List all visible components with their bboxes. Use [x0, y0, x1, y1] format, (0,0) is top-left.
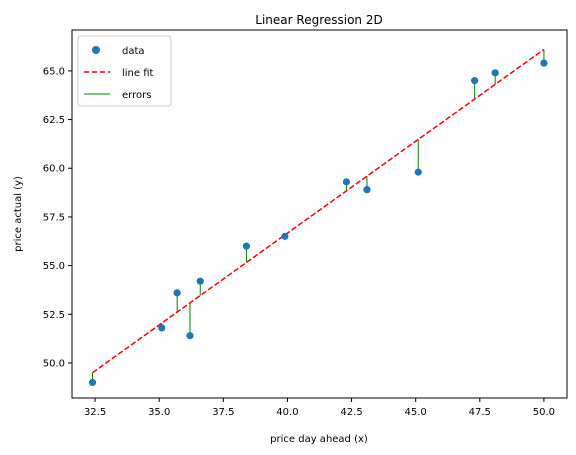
y-tick-label: 57.5 [43, 212, 65, 223]
x-tick-label: 42.5 [340, 407, 362, 418]
legend-fit-label: line fit [122, 68, 154, 79]
x-tick-label: 45.0 [405, 407, 427, 418]
legend: data line fit errors [77, 35, 172, 107]
y-tick-label: 62.5 [43, 115, 65, 126]
legend-data-marker [92, 46, 100, 54]
y-tick-label: 52.5 [43, 310, 65, 321]
x-tick-label: 47.5 [469, 407, 491, 418]
y-tick-label: 65.0 [43, 66, 65, 77]
legend-box [77, 35, 172, 107]
data-point [281, 232, 289, 240]
fit-line [92, 48, 545, 374]
data-point [88, 378, 97, 387]
data-point [471, 77, 479, 85]
data-points [88, 59, 548, 387]
data-point [173, 289, 181, 297]
y-axis-label: price actual (y) [13, 176, 24, 252]
fit-line-layer [92, 48, 545, 374]
data-point [363, 186, 371, 194]
y-tick-label: 60.0 [43, 164, 65, 175]
data-point [242, 242, 251, 250]
y-tick-label: 50.0 [43, 358, 65, 369]
x-axis-label: price day ahead (x) [270, 434, 368, 445]
chart-title: Linear Regression 2D [255, 13, 382, 27]
data-point [196, 277, 204, 285]
data-point [491, 69, 499, 77]
x-tick-label: 40.0 [276, 407, 298, 418]
x-tick-label: 37.5 [212, 407, 234, 418]
data-point [186, 332, 194, 340]
plot-frame [71, 29, 568, 399]
data-point [414, 168, 422, 176]
x-tick-label: 32.5 [84, 407, 106, 418]
x-tick-label: 35.0 [148, 407, 170, 418]
data-point [158, 324, 166, 332]
y-tick-label: 55.0 [43, 261, 65, 272]
legend-errors-label: errors [122, 90, 151, 101]
x-axis-ticks: 32.5 35.0 37.5 40.0 42.5 45.0 47.5 50.0 [84, 398, 555, 418]
data-point [540, 59, 548, 67]
data-point [342, 178, 351, 186]
x-tick-label: 50.0 [533, 407, 555, 418]
y-axis-ticks: 50.0 52.5 55.0 57.5 60.0 62.5 65.0 [43, 66, 72, 369]
legend-data-label: data [122, 46, 145, 57]
